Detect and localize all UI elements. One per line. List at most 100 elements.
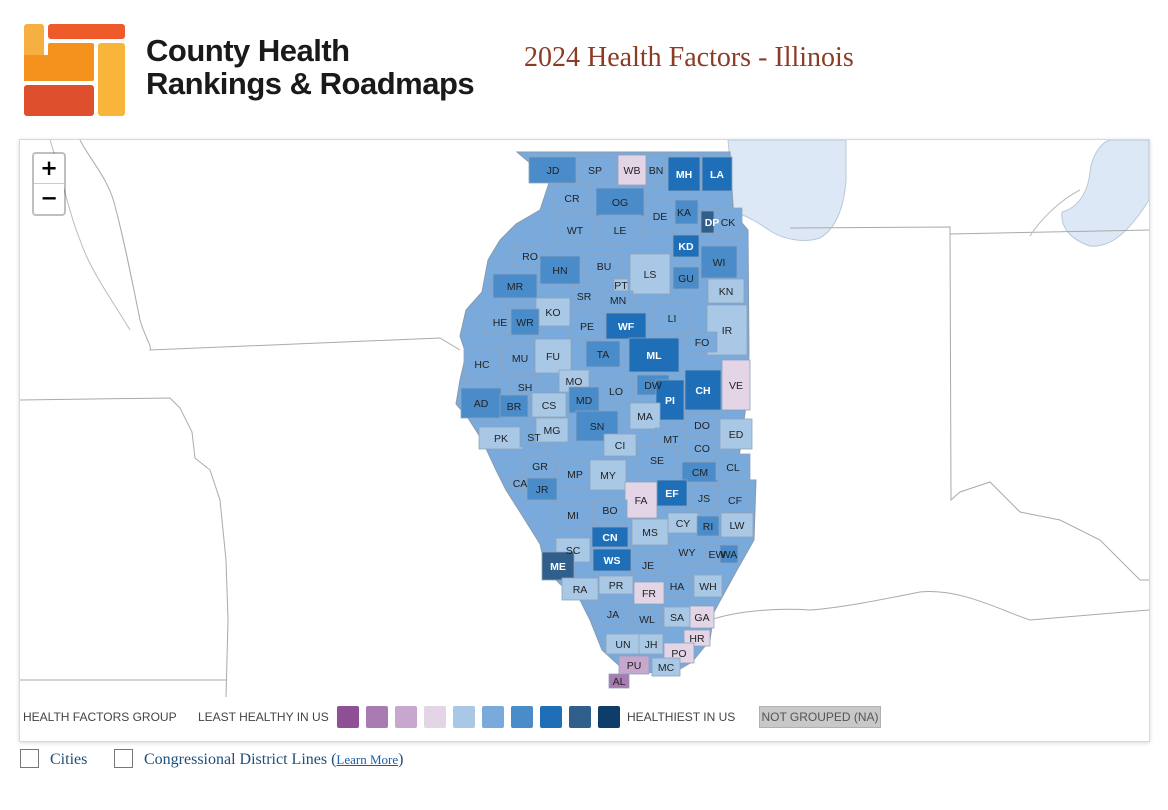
- legend-swatch[interactable]: [395, 706, 417, 728]
- county-br[interactable]: [499, 394, 529, 418]
- county-ma[interactable]: [629, 402, 661, 430]
- county-li[interactable]: [653, 301, 691, 335]
- county-wf[interactable]: [605, 312, 647, 340]
- county-cs[interactable]: [531, 392, 567, 418]
- county-pi[interactable]: [655, 379, 685, 421]
- county-wi[interactable]: [700, 245, 738, 279]
- county-ja[interactable]: [594, 602, 632, 626]
- county-mr[interactable]: [492, 273, 538, 299]
- learn-more-link[interactable]: Learn More: [336, 752, 399, 767]
- county-ko[interactable]: [535, 297, 571, 327]
- county-ta[interactable]: [585, 340, 621, 368]
- cities-checkbox[interactable]: [20, 749, 39, 768]
- county-mp[interactable]: [556, 459, 594, 489]
- county-fa[interactable]: [624, 481, 658, 519]
- county-jr[interactable]: [526, 477, 558, 501]
- county-sr[interactable]: [571, 285, 597, 307]
- county-wa[interactable]: [719, 544, 739, 564]
- county-ci[interactable]: [603, 433, 637, 457]
- county-jd[interactable]: [528, 156, 578, 184]
- county-lw[interactable]: [720, 512, 754, 538]
- zoom-out-button[interactable]: −: [40, 186, 58, 210]
- county-gr[interactable]: [524, 453, 556, 479]
- county-my[interactable]: [589, 459, 627, 491]
- county-kd[interactable]: [672, 234, 700, 258]
- county-hc[interactable]: [463, 347, 501, 381]
- county-mh[interactable]: [667, 156, 701, 192]
- county-ga[interactable]: [689, 605, 715, 629]
- county-mg[interactable]: [535, 417, 569, 443]
- county-la[interactable]: [701, 156, 733, 192]
- county-ml[interactable]: [628, 337, 680, 373]
- county-wr[interactable]: [510, 308, 540, 336]
- county-he[interactable]: [484, 308, 516, 336]
- county-cf[interactable]: [718, 487, 752, 513]
- county-ef[interactable]: [656, 479, 688, 507]
- county-mu[interactable]: [502, 341, 538, 375]
- county-bn[interactable]: [646, 154, 666, 186]
- county-bo[interactable]: [592, 499, 628, 521]
- county-ch[interactable]: [684, 369, 722, 411]
- county-wb[interactable]: [617, 154, 647, 186]
- county-bu[interactable]: [585, 253, 623, 279]
- county-ls[interactable]: [629, 253, 671, 295]
- county-le[interactable]: [598, 214, 642, 246]
- legend-swatch[interactable]: [424, 706, 446, 728]
- legend-not-grouped[interactable]: NOT GROUPED (NA): [759, 706, 881, 728]
- county-label-ko: KO: [545, 307, 560, 319]
- legend-swatch[interactable]: [366, 706, 388, 728]
- county-wt[interactable]: [555, 214, 595, 246]
- county-gu[interactable]: [672, 266, 700, 290]
- county-js[interactable]: [688, 484, 720, 512]
- county-wy[interactable]: [668, 539, 706, 565]
- county-fu[interactable]: [534, 338, 572, 374]
- lake-michigan-east: [1061, 140, 1149, 247]
- legend-swatch[interactable]: [540, 706, 562, 728]
- county-al[interactable]: [608, 673, 630, 689]
- legend-swatch[interactable]: [569, 706, 591, 728]
- county-sp[interactable]: [575, 156, 615, 184]
- county-hn[interactable]: [539, 255, 581, 285]
- county-fr[interactable]: [633, 581, 665, 605]
- county-cl[interactable]: [715, 453, 751, 481]
- county-je[interactable]: [631, 554, 665, 576]
- zoom-in-button[interactable]: +: [34, 154, 64, 184]
- county-mn[interactable]: [602, 290, 634, 310]
- legend-swatch[interactable]: [453, 706, 475, 728]
- county-cr[interactable]: [552, 184, 592, 212]
- legend-swatch[interactable]: [482, 706, 504, 728]
- county-ed[interactable]: [719, 418, 753, 450]
- county-me[interactable]: [541, 551, 575, 581]
- county-mi[interactable]: [553, 501, 593, 529]
- county-md[interactable]: [568, 386, 600, 414]
- county-se[interactable]: [637, 446, 677, 474]
- county-wh[interactable]: [693, 574, 723, 598]
- county-jh[interactable]: [638, 633, 664, 655]
- county-pu[interactable]: [618, 655, 650, 675]
- legend-swatch[interactable]: [337, 706, 359, 728]
- county-wl[interactable]: [631, 608, 663, 630]
- county-pe[interactable]: [569, 312, 605, 340]
- county-kn[interactable]: [707, 278, 745, 304]
- legend-swatch[interactable]: [511, 706, 533, 728]
- county-ck[interactable]: [713, 207, 743, 237]
- illinois-county-map[interactable]: JD SP WB BN MH LA CR OG KA DP CK DE WT LE KD RO HN BU LS GU…: [20, 140, 1149, 697]
- county-mc[interactable]: [651, 657, 681, 677]
- county-ri[interactable]: [696, 515, 720, 537]
- county-label-mi: MI: [567, 510, 579, 522]
- county-fo[interactable]: [686, 331, 718, 353]
- county-health-rankings-logo[interactable]: [24, 24, 125, 116]
- county-co[interactable]: [686, 435, 718, 461]
- county-de[interactable]: [644, 198, 676, 234]
- county-ra[interactable]: [561, 577, 599, 601]
- congressional-districts-checkbox[interactable]: [114, 749, 133, 768]
- legend-swatch[interactable]: [598, 706, 620, 728]
- county-cn[interactable]: [591, 526, 629, 548]
- county-ws[interactable]: [592, 548, 632, 572]
- county-hr[interactable]: [683, 629, 711, 647]
- county-lo[interactable]: [598, 378, 634, 404]
- county-ve[interactable]: [721, 359, 751, 411]
- county-label-me: ME: [550, 561, 566, 573]
- county-ad[interactable]: [460, 387, 502, 419]
- county-pr[interactable]: [598, 575, 634, 595]
